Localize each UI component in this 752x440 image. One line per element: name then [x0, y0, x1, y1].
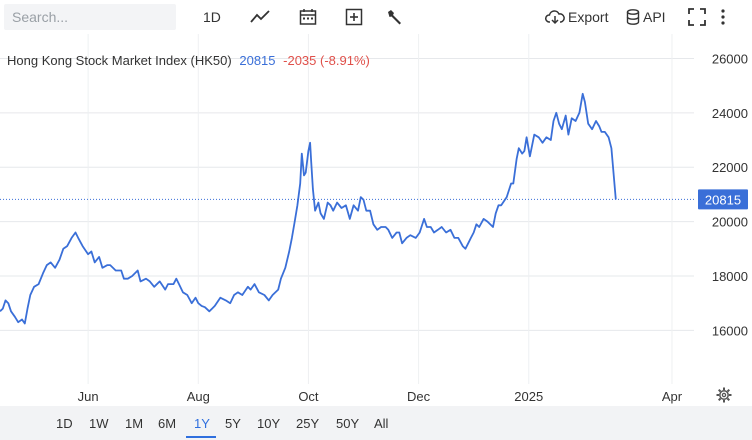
x-tick-label: Dec: [407, 389, 431, 404]
chart-type-button[interactable]: [250, 5, 270, 29]
price-chart[interactable]: 16000 18000 20000 22000 24000 26000 Jun Aug Oct…: [0, 34, 752, 406]
y-tick-label: 16000: [712, 323, 748, 338]
x-tick-label: Aug: [187, 389, 210, 404]
legend-name: Hong Kong Stock Market Index (HK50): [7, 53, 232, 68]
interval-label: 1D: [203, 9, 221, 25]
api-label: API: [643, 9, 666, 25]
range-button-all[interactable]: All: [374, 416, 389, 431]
series-line-hk50: [0, 92, 617, 325]
compare-button[interactable]: [345, 5, 363, 29]
more-options-button[interactable]: [720, 5, 726, 29]
range-button-10y[interactable]: 10Y: [257, 416, 281, 431]
range-button-5y[interactable]: 5Y: [225, 416, 241, 431]
plus-square-icon: [345, 8, 363, 26]
active-range-underline: [186, 436, 216, 438]
indicators-button[interactable]: [386, 5, 404, 29]
range-button-1y[interactable]: 1Y: [194, 416, 210, 431]
legend-last: 20815: [239, 53, 275, 68]
range-button-25y[interactable]: 25Y: [296, 416, 320, 431]
range-button-1w[interactable]: 1W: [89, 416, 109, 431]
range-button-6m[interactable]: 6M: [158, 416, 177, 431]
y-tick-label: 20000: [712, 215, 748, 230]
last-price-tag-text: 20815: [705, 192, 741, 207]
range-button-1d[interactable]: 1D: [56, 416, 73, 431]
chart-legend: Hong Kong Stock Market Index (HK50) 2081…: [7, 53, 370, 68]
y-tick-label: 24000: [712, 106, 748, 121]
toolbar: 1D Export API: [0, 0, 752, 34]
chart-area[interactable]: 16000 18000 20000 22000 24000 26000 Jun Aug Oct…: [0, 34, 752, 406]
export-button[interactable]: Export: [545, 5, 608, 29]
search-input[interactable]: [4, 4, 176, 30]
range-selector-bar: 1D 1W 1M 6M 1Y 5Y 10Y 25Y 50Y All: [0, 406, 752, 440]
gear-icon: [716, 387, 732, 403]
fullscreen-button[interactable]: [688, 5, 706, 29]
y-tick-label: 26000: [712, 51, 748, 66]
line-chart-icon: [250, 10, 270, 23]
interval-button[interactable]: 1D: [203, 5, 221, 29]
more-vertical-icon: [721, 9, 725, 25]
legend-change: -2035 (-8.91%): [283, 53, 370, 68]
x-tick-label: Oct: [298, 389, 319, 404]
x-tick-label: Apr: [662, 389, 683, 404]
database-icon: [626, 9, 640, 25]
cloud-download-icon: [545, 10, 565, 25]
wrench-icon: [388, 10, 401, 25]
x-tick-label: 2025: [514, 389, 543, 404]
chart-settings-button[interactable]: [716, 387, 732, 408]
export-label: Export: [568, 9, 609, 25]
last-price-tag: 20815: [698, 189, 748, 210]
range-button-50y[interactable]: 50Y: [336, 416, 360, 431]
range-button-1m[interactable]: 1M: [125, 416, 144, 431]
y-tick-label: 22000: [712, 160, 748, 175]
x-tick-label: Jun: [78, 389, 99, 404]
api-button[interactable]: API: [626, 5, 666, 29]
date-range-button[interactable]: [299, 5, 317, 29]
y-tick-label: 18000: [712, 269, 748, 284]
fullscreen-icon: [688, 8, 706, 26]
calendar-icon: [299, 9, 317, 25]
